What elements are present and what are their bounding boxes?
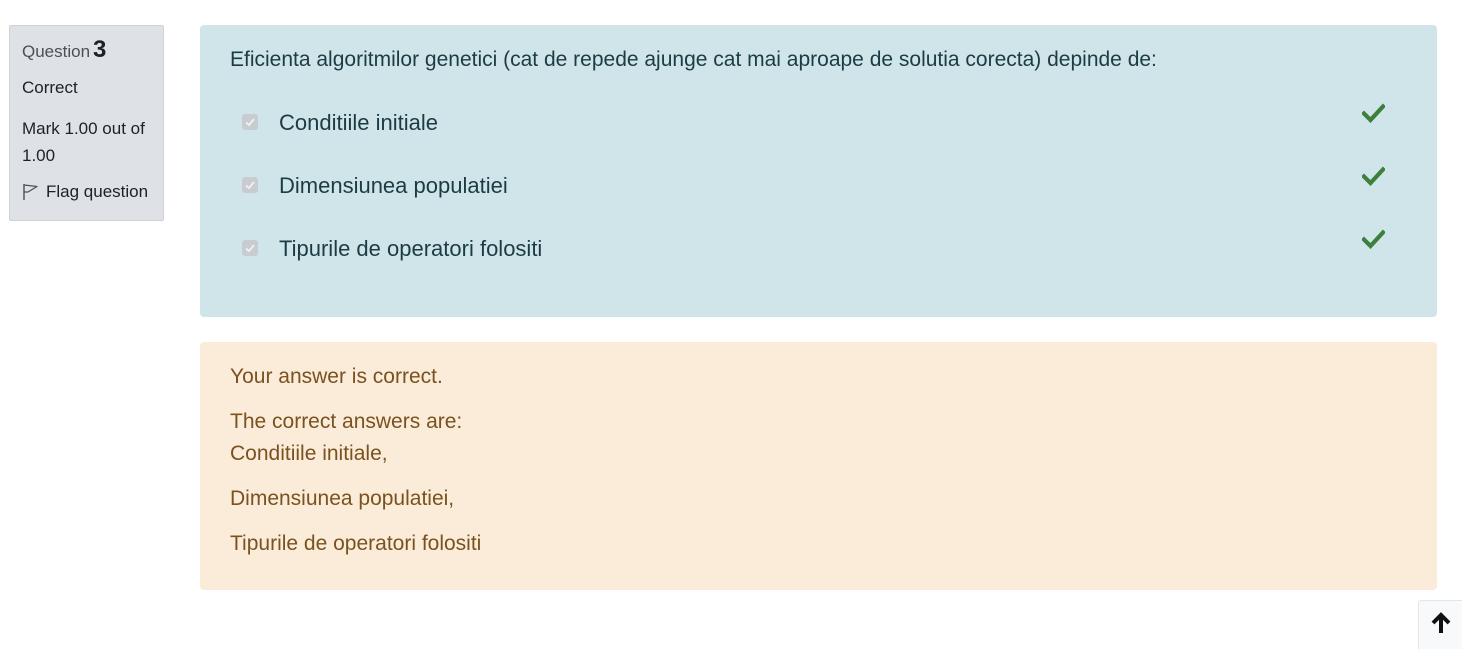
answer-label-1: Conditiile initiale: [279, 109, 438, 135]
question-formulation: Eficienta algoritmilor genetici (cat de …: [200, 25, 1437, 317]
question-feedback: Your answer is correct. The correct answ…: [200, 342, 1437, 590]
question-grade: Mark 1.00 out of 1.00: [22, 119, 145, 165]
question-info-panel: Question 3 Correct Mark 1.00 out of 1.00 …: [9, 25, 164, 221]
right-answer-1: Conditiile initiale,: [230, 442, 388, 465]
back-to-top-button[interactable]: [1418, 600, 1462, 649]
general-feedback: Your answer is correct.: [230, 365, 443, 388]
answer-option-2: Dimensiunea populatiei: [230, 158, 1407, 221]
check-icon: [1361, 166, 1386, 191]
question-text: Eficienta algoritmilor genetici (cat de …: [230, 48, 1157, 71]
right-answer-heading: The correct answers are:: [230, 410, 463, 433]
answer-checkbox-2[interactable]: [242, 176, 258, 193]
question-number-value: 3: [93, 36, 107, 63]
check-icon: [1361, 103, 1386, 128]
question-state: Correct: [22, 78, 78, 97]
flag-question-label: Flag question: [46, 182, 149, 201]
right-answer-2: Dimensiunea populatiei,: [230, 487, 455, 510]
check-icon: [1361, 229, 1386, 254]
answer-label-3: Tipurile de operatori folositi: [279, 235, 543, 261]
right-answer-3: Tipurile de operatori folositi: [230, 532, 482, 555]
question-prefix: Question: [22, 42, 91, 61]
answer-checkbox-1[interactable]: [242, 113, 258, 130]
answer-option-3: Tipurile de operatori folositi: [230, 221, 1407, 284]
answer-option-1: Conditiile initiale: [230, 95, 1407, 158]
flag-icon: [22, 183, 39, 201]
arrow-up-icon: [1431, 611, 1451, 639]
flag-question-link[interactable]: Flag question: [22, 181, 151, 203]
question-number: Question 3: [22, 38, 151, 64]
answer-checkbox-3[interactable]: [242, 239, 258, 256]
answer-label-2: Dimensiunea populatiei: [279, 172, 508, 198]
answer-list: Conditiile initiale Dimensiunea populati…: [230, 95, 1407, 284]
